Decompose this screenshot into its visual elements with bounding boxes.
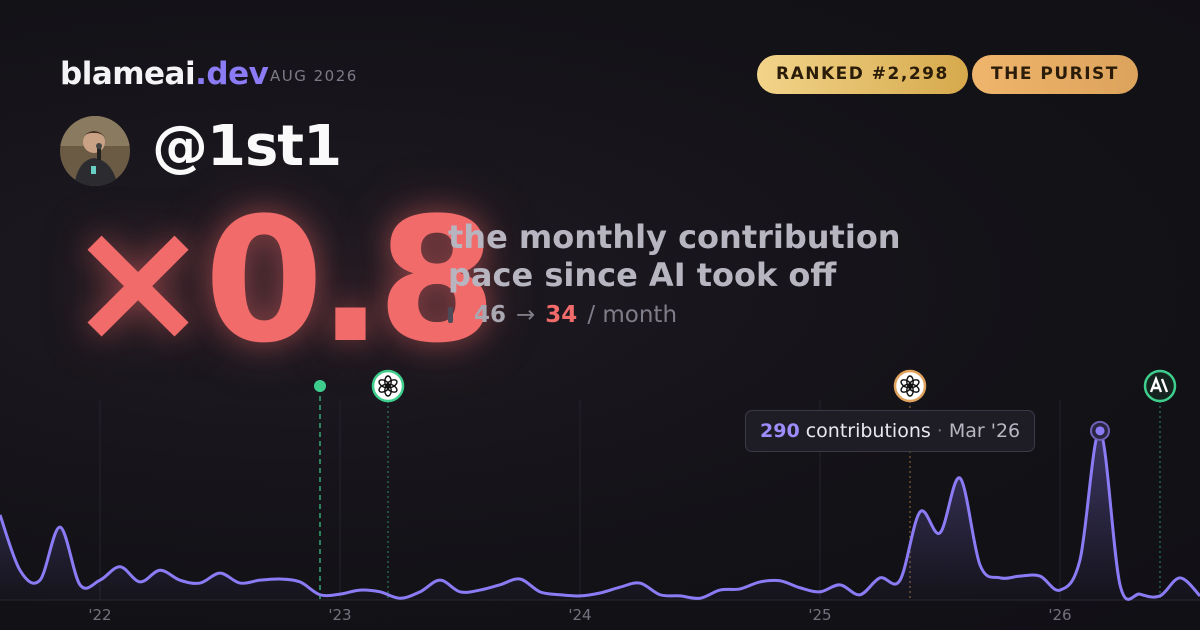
highlight-point <box>1095 426 1105 436</box>
brand-tld: .dev <box>195 56 269 92</box>
after-value: 34 <box>545 302 578 328</box>
unit: / month <box>587 302 678 328</box>
multiplier: ×0.8 <box>66 180 497 381</box>
x-tick-label: '22 <box>88 606 111 624</box>
title-badge: THE PURIST <box>972 55 1138 94</box>
event-dot <box>314 380 326 392</box>
icon-petal <box>378 379 390 389</box>
tooltip-value: 290 <box>760 420 800 442</box>
icon-bg <box>371 369 405 403</box>
pace: 46 → 34 / month <box>448 302 677 328</box>
headline: the monthly contribution <box>448 218 901 256</box>
tooltip: 290 contributions · Mar '26 <box>745 410 1036 452</box>
event-icon <box>1143 369 1177 403</box>
brand: blameai.dev <box>60 56 269 92</box>
tooltip-date: Mar '26 <box>948 420 1021 442</box>
x-tick-label: '23 <box>328 606 351 624</box>
avatar <box>60 116 130 186</box>
area <box>0 430 1200 600</box>
icon-glyph <box>1149 375 1169 393</box>
arrow: → <box>516 302 536 328</box>
headline: pace since AI took off <box>448 256 837 294</box>
handle: @1st1 <box>152 114 342 179</box>
tooltip-label: contributions <box>805 420 931 442</box>
icon-petal <box>900 379 912 389</box>
line <box>0 429 1200 601</box>
brand-name: blameai <box>60 56 196 92</box>
x-tick-label: '26 <box>1048 606 1071 624</box>
tooltip-separator: · <box>936 420 943 442</box>
before-value: 46 <box>474 302 507 328</box>
icon-bg <box>1143 369 1177 403</box>
x-tick-label: '25 <box>808 606 831 624</box>
rank-badge: RANKED #2,298 <box>757 55 968 94</box>
event-icon <box>371 369 405 403</box>
x-tick-label: '24 <box>568 606 591 624</box>
date: AUG 2026 <box>270 67 358 85</box>
pace-icon <box>448 307 462 323</box>
event-icon <box>893 369 927 403</box>
icon-bg <box>893 369 927 403</box>
